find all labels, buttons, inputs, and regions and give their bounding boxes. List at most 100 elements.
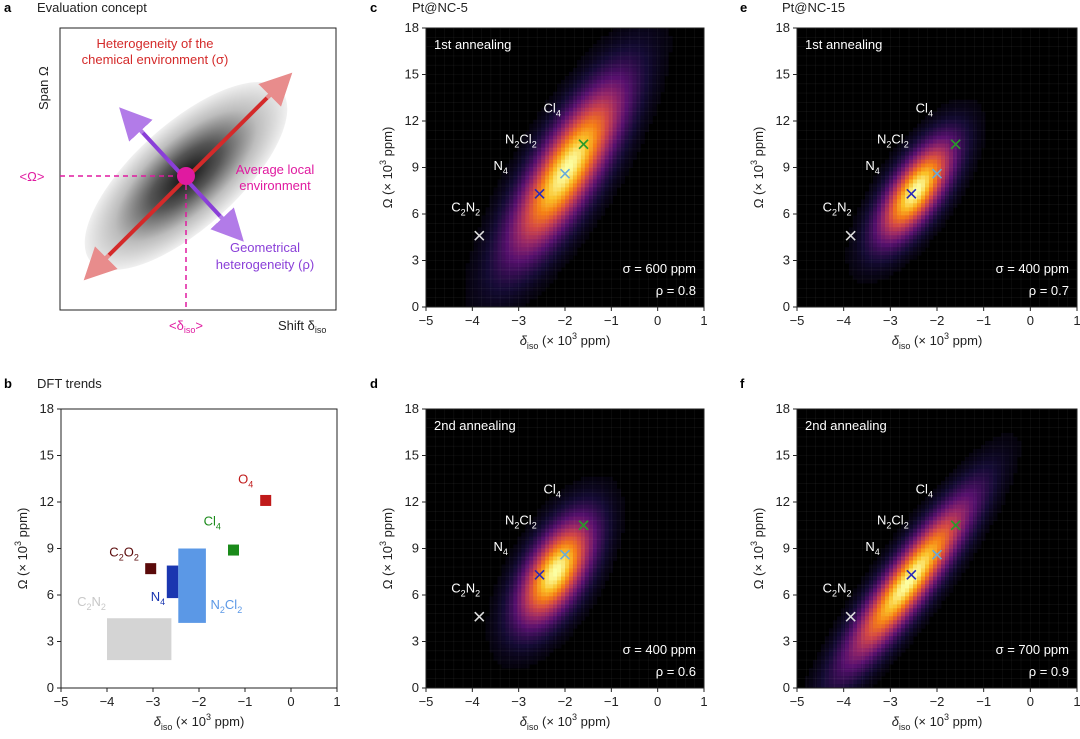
density-cell — [893, 636, 898, 641]
density-cell — [509, 203, 514, 208]
density-cell — [921, 155, 926, 160]
density-cell — [477, 227, 482, 232]
density-cell — [893, 239, 898, 244]
density-cell — [889, 259, 894, 264]
density-cell — [489, 207, 494, 212]
density-cell — [525, 524, 530, 529]
density-cell — [889, 552, 894, 557]
density-cell — [588, 600, 594, 605]
density-cell — [833, 648, 838, 653]
density-cell — [608, 51, 614, 57]
density-cell — [517, 632, 522, 637]
density-cell — [489, 596, 494, 601]
density-cell — [937, 123, 942, 129]
density-cell — [513, 191, 518, 196]
density-cell — [553, 496, 558, 502]
density-cell — [897, 632, 902, 637]
density-cell — [509, 267, 514, 272]
density-cell — [557, 528, 562, 533]
density-cell — [648, 67, 653, 73]
density-cell — [901, 644, 906, 649]
density-cell — [624, 63, 629, 69]
density-cell — [644, 39, 649, 45]
density-cell — [913, 512, 918, 518]
density-cell — [652, 71, 657, 77]
density-cell — [529, 564, 534, 569]
density-cell — [917, 616, 922, 621]
density-cell — [561, 620, 566, 625]
density-cell — [889, 171, 894, 176]
density-cell — [553, 263, 558, 268]
density-cell — [921, 528, 926, 533]
density-cell — [561, 492, 566, 498]
density-cell — [841, 612, 846, 617]
density-cell — [861, 668, 866, 673]
density-cell — [865, 199, 870, 204]
density-cell — [513, 187, 518, 192]
density-cell — [529, 544, 534, 549]
density-cell — [576, 115, 582, 121]
density-cell — [580, 508, 586, 514]
density-cell — [961, 123, 966, 129]
density-cell — [596, 532, 602, 537]
y-tick-label: 12 — [405, 494, 419, 509]
density-cell — [921, 223, 926, 228]
density-cell — [849, 656, 854, 661]
density-cell — [905, 608, 910, 613]
density-cell — [604, 508, 610, 514]
density-cell — [541, 604, 546, 609]
density-cell — [545, 512, 550, 518]
density-cell — [929, 155, 934, 160]
density-cell — [568, 143, 574, 148]
density-cell — [853, 664, 858, 669]
density-cell — [568, 111, 574, 117]
density-cell — [901, 612, 906, 617]
density-cell — [596, 572, 602, 577]
density-cell — [469, 263, 475, 268]
density-cell — [489, 624, 494, 629]
density-cell — [837, 640, 842, 645]
density-cell — [489, 267, 494, 272]
density-cell — [572, 584, 578, 589]
density-cell — [608, 115, 614, 121]
density-cell — [521, 580, 526, 585]
density-cell — [857, 680, 862, 685]
density-cell — [561, 191, 566, 196]
density-cell — [572, 179, 578, 184]
density-cell — [505, 243, 510, 248]
density-cell — [501, 199, 506, 204]
density-cell — [565, 556, 570, 561]
density-cell — [953, 183, 958, 188]
density-cell — [965, 115, 970, 121]
density-cell — [537, 247, 542, 252]
density-cell — [576, 516, 582, 521]
density-cell — [596, 71, 602, 77]
density-cell — [549, 107, 554, 113]
density-cell — [929, 127, 934, 133]
density-cell — [596, 528, 602, 533]
density-cell — [557, 544, 562, 549]
density-cell — [921, 604, 926, 609]
density-cell — [917, 243, 922, 248]
density-cell — [937, 183, 942, 188]
density-cell — [889, 183, 894, 188]
density-cell — [909, 536, 914, 541]
density-cell — [533, 239, 538, 244]
density-cell — [885, 255, 890, 260]
density-cell — [913, 596, 918, 601]
density-cell — [529, 151, 534, 156]
density-cell — [553, 179, 558, 184]
density-cell — [608, 79, 614, 85]
density-cell — [576, 584, 582, 589]
density-cell — [941, 187, 946, 192]
density-cell — [561, 223, 566, 228]
density-cell — [889, 175, 894, 180]
density-cell — [525, 239, 530, 244]
density-cell — [596, 63, 602, 69]
density-cell — [861, 628, 866, 633]
marker-n4-icon — [534, 569, 545, 580]
density-cell — [537, 147, 542, 152]
density-cell — [545, 275, 550, 280]
density-cell — [849, 680, 854, 685]
density-cell — [881, 596, 886, 601]
